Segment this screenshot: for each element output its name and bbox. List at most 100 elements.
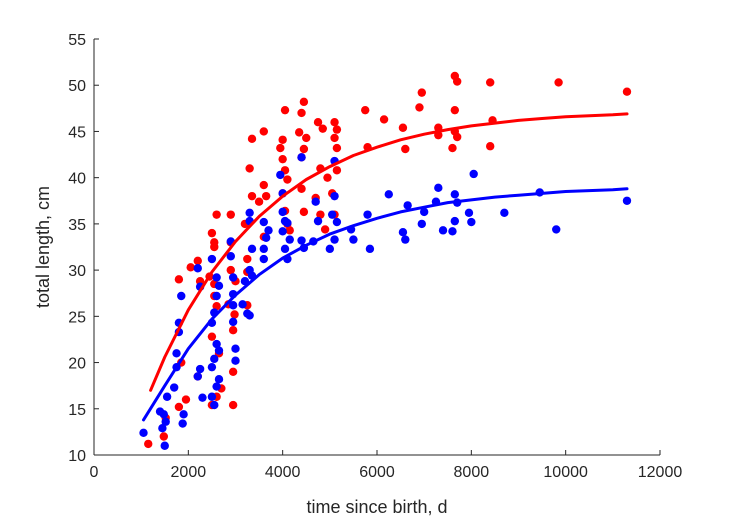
data-point <box>212 301 221 311</box>
data-point <box>186 263 195 272</box>
data-point <box>450 216 460 226</box>
data-point <box>361 105 370 115</box>
x-ticks: 0 2000 4000 6000 8000 10000 12000 <box>90 450 683 481</box>
data-point <box>299 97 309 107</box>
y-tick-label: 50 <box>68 78 86 95</box>
data-point <box>299 144 309 154</box>
data-points-layer <box>139 71 632 450</box>
data-point <box>259 244 268 254</box>
data-point <box>264 226 273 235</box>
data-point <box>280 105 290 115</box>
fit-curve <box>149 112 629 392</box>
data-point <box>198 393 207 402</box>
data-point <box>210 354 219 364</box>
data-point <box>276 170 285 180</box>
data-point <box>554 78 563 87</box>
y-tick-label: 30 <box>68 263 86 280</box>
y-ticks: 10 15 20 25 30 35 40 45 50 55 <box>68 32 99 465</box>
data-point <box>330 191 339 201</box>
data-point <box>181 395 191 404</box>
data-point <box>398 123 408 132</box>
data-point <box>349 235 358 244</box>
data-point <box>193 256 202 266</box>
fit-curve <box>142 187 629 422</box>
data-point <box>283 175 292 184</box>
data-point <box>259 254 268 264</box>
data-point <box>332 217 342 227</box>
y-tick-label: 15 <box>68 402 86 419</box>
data-point <box>285 226 294 235</box>
data-point <box>434 183 443 193</box>
data-point <box>450 190 460 199</box>
data-point <box>401 144 410 154</box>
data-point <box>159 410 169 419</box>
data-point <box>486 142 495 151</box>
data-point <box>320 225 330 234</box>
data-point <box>259 127 268 136</box>
data-point <box>158 423 167 433</box>
data-point <box>238 300 247 309</box>
data-point <box>214 281 224 291</box>
data-point <box>622 196 632 205</box>
data-point <box>311 197 320 206</box>
data-point <box>212 382 221 391</box>
x-tick-label: 8000 <box>454 464 490 481</box>
data-point <box>379 115 389 124</box>
data-point <box>398 228 408 237</box>
data-point <box>207 228 217 238</box>
data-point <box>469 169 478 179</box>
data-point <box>313 118 323 127</box>
data-point <box>212 291 221 301</box>
data-point <box>323 173 332 182</box>
data-point <box>193 372 202 381</box>
data-point <box>467 217 476 227</box>
data-point <box>415 103 424 112</box>
y-tick-label: 25 <box>68 309 86 326</box>
x-tick-label: 10000 <box>543 464 588 481</box>
data-point <box>401 235 410 244</box>
data-point <box>278 154 287 164</box>
data-point <box>330 133 339 143</box>
data-point <box>228 400 238 410</box>
data-point <box>228 367 238 376</box>
data-point <box>365 244 375 254</box>
data-point <box>297 184 306 193</box>
data-point <box>214 374 224 384</box>
x-tick-label: 6000 <box>359 464 395 481</box>
data-point <box>228 326 238 335</box>
data-point <box>207 254 217 264</box>
data-point <box>622 87 632 96</box>
data-point <box>230 310 239 319</box>
data-point <box>330 235 339 244</box>
data-point <box>280 244 290 254</box>
data-point <box>403 201 412 210</box>
data-point <box>212 339 221 349</box>
data-point <box>332 166 342 175</box>
data-point <box>486 78 495 87</box>
data-point <box>228 301 238 310</box>
data-point <box>210 400 219 410</box>
y-tick-label: 55 <box>68 32 86 49</box>
data-point <box>297 236 306 245</box>
data-point <box>316 210 325 219</box>
data-point <box>259 180 268 190</box>
data-point <box>448 143 457 153</box>
x-tick-label: 0 <box>90 464 99 481</box>
data-point <box>283 218 292 228</box>
data-point <box>452 132 462 142</box>
data-point <box>177 291 186 301</box>
data-point <box>254 197 264 206</box>
data-point <box>243 254 252 264</box>
data-point <box>245 164 254 173</box>
data-point <box>259 217 268 227</box>
x-tick-label: 12000 <box>638 464 683 481</box>
data-point <box>174 275 184 284</box>
data-point <box>285 235 294 244</box>
data-point <box>195 364 205 374</box>
data-point <box>332 125 342 134</box>
data-point <box>160 441 169 450</box>
fit-curves-layer <box>142 112 629 422</box>
data-point <box>214 346 224 355</box>
data-point <box>313 216 323 226</box>
